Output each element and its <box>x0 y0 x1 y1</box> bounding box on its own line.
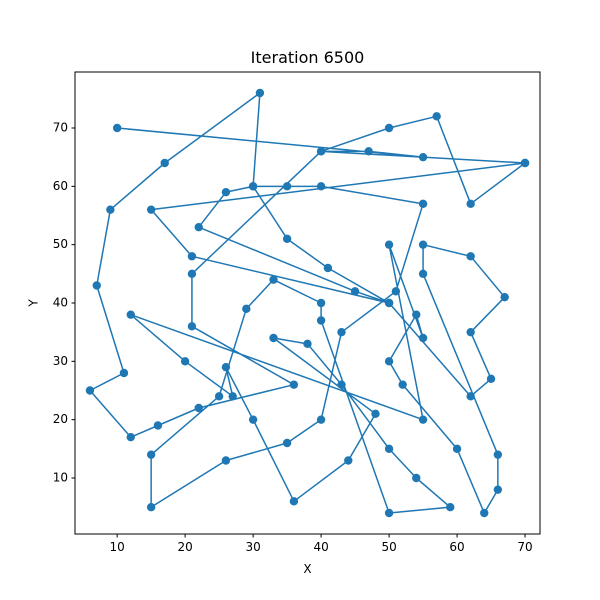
data-point <box>480 508 489 518</box>
data-point <box>418 199 428 209</box>
data-point <box>126 310 135 319</box>
plot-area: 10 20 30 40 50 60 70 10 20 30 40 50 60 70 <box>53 71 541 554</box>
x-tick-label: 10 <box>110 540 125 554</box>
data-point <box>146 502 156 512</box>
data-point <box>398 380 407 389</box>
data-point <box>228 392 237 401</box>
data-point <box>282 438 292 448</box>
data-point <box>337 380 346 389</box>
data-point <box>486 374 496 384</box>
data-point <box>466 252 475 261</box>
data-point <box>412 310 421 319</box>
data-point <box>282 234 292 244</box>
y-tick-label: 50 <box>53 237 68 251</box>
data-point <box>493 485 503 494</box>
data-point <box>344 456 353 465</box>
y-tick-label: 40 <box>53 296 68 310</box>
data-point <box>269 333 278 343</box>
data-point <box>187 269 197 279</box>
data-point <box>466 327 475 337</box>
data-point <box>269 275 278 284</box>
data-point <box>316 147 326 156</box>
data-point <box>289 380 299 389</box>
data-point <box>119 368 129 378</box>
data-point <box>432 112 441 121</box>
data-point <box>364 147 373 156</box>
chart-title: Iteration 6500 <box>251 48 365 67</box>
data-point <box>221 362 231 372</box>
data-point <box>446 502 455 512</box>
data-point <box>316 298 326 308</box>
data-point <box>466 199 475 209</box>
y-tick-label: 20 <box>53 412 68 426</box>
data-point <box>500 292 509 302</box>
x-axis-label: X <box>303 562 311 576</box>
data-point <box>418 269 428 279</box>
data-point <box>384 508 394 518</box>
x-tick-label: 60 <box>449 540 464 554</box>
data-point <box>112 123 122 133</box>
data-point <box>221 456 231 465</box>
y-tick-label: 30 <box>53 354 68 368</box>
data-point <box>92 281 101 290</box>
data-point <box>316 316 326 325</box>
data-point <box>418 415 428 424</box>
data-point <box>180 357 190 366</box>
data-point <box>466 392 475 401</box>
data-point <box>187 322 197 331</box>
data-point <box>316 415 326 424</box>
y-axis-label: Y <box>27 299 41 308</box>
data-point <box>391 287 401 296</box>
data-point <box>146 450 156 459</box>
data-point <box>160 158 169 168</box>
data-point <box>371 409 380 419</box>
y-tick-label: 60 <box>53 179 68 193</box>
data-point <box>493 450 503 459</box>
data-point <box>418 240 428 249</box>
x-tick-label: 50 <box>381 540 396 554</box>
data-point <box>126 432 135 442</box>
data-point <box>384 298 394 308</box>
y-tick-label: 70 <box>53 121 68 135</box>
data-point <box>384 357 394 366</box>
data-point <box>153 421 163 430</box>
data-point <box>412 473 421 483</box>
data-point <box>214 392 224 401</box>
data-point <box>316 182 326 191</box>
data-point <box>384 240 394 249</box>
data-point <box>350 287 360 296</box>
data-point <box>337 327 346 337</box>
data-point <box>384 444 394 454</box>
y-tick-label: 10 <box>53 471 68 485</box>
data-point <box>303 339 312 349</box>
data-point <box>384 123 394 133</box>
data-point <box>85 386 95 395</box>
data-point <box>187 252 197 261</box>
data-point <box>452 444 462 454</box>
x-tick-label: 40 <box>313 540 328 554</box>
data-point <box>194 403 203 413</box>
x-tick-label: 70 <box>517 540 532 554</box>
data-point <box>106 205 115 214</box>
data-point <box>520 158 530 168</box>
data-point <box>146 205 156 214</box>
series-line <box>89 92 526 514</box>
data-point <box>282 182 292 191</box>
x-tick-label: 20 <box>177 540 192 554</box>
x-tick-label: 30 <box>245 540 260 554</box>
data-point <box>242 304 251 314</box>
data-point <box>248 415 258 424</box>
data-point <box>323 263 333 273</box>
data-point <box>289 497 299 506</box>
data-point <box>418 152 428 162</box>
data-point <box>255 88 265 98</box>
data-point <box>418 333 428 343</box>
data-point <box>194 222 203 232</box>
data-point <box>248 182 258 191</box>
data-point <box>221 187 231 197</box>
